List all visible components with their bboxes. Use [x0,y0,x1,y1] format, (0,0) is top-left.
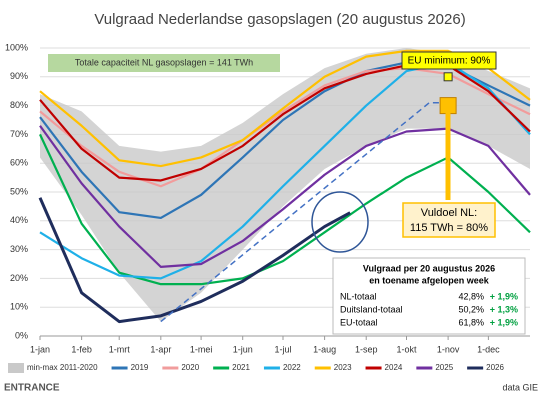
x-tick-label: 1-apr [150,344,171,354]
legend-swatch [365,366,382,370]
y-tick-label: 40% [10,215,28,225]
legend-label: min-max 2011-2020 [27,363,98,372]
y-tick-label: 100% [5,42,28,52]
legend-swatch [8,363,24,373]
y-tick-label: 80% [10,100,28,110]
legend-label: 2020 [181,363,199,372]
x-tick-label: 1-mei [190,344,213,354]
x-tick-label: 1-okt [396,344,417,354]
x-tick-label: 1-sep [355,344,378,354]
legend-label: 2021 [232,363,250,372]
legend-label: 2026 [486,363,504,372]
table-cell: 50,2% [458,304,484,314]
nl-target-label: Vuldoel NL: [421,207,477,219]
brand: ENTRANCE [4,383,60,394]
legend: min-max 2011-2020 2019 2020 2021 2022 2023 202… [8,363,504,373]
table-cell: 42,8% [458,291,484,301]
table-title: Vulgraad per 20 augustus 2026 [363,263,495,273]
series-line [38,197,351,324]
note-box [48,54,280,72]
source: data GIE [502,382,538,392]
y-tick-label: 90% [10,71,28,81]
chart-title: Vulgraad Nederlandse gasopslagen (20 aug… [94,11,465,28]
x-tick-label: 1-jul [274,344,291,354]
table-box [332,257,526,335]
highlight-circle [311,191,369,253]
x-tick-label: 1-dec [477,344,500,354]
x-tick-label: 1-jan [30,344,50,354]
nl-target-label: 115 TWh = 80% [410,222,488,234]
x-tick-label: 1-jun [233,344,253,354]
target-path [160,101,449,323]
y-tick-label: 30% [10,244,28,254]
y-tick-label: 0% [15,330,28,340]
nl-target-marker [439,97,457,115]
capacity-note: Totale capaciteit NL gasopslagen = 141 T… [75,57,253,67]
x-tick-label: 1-aug [313,344,336,354]
table-cell: 61,8% [458,317,484,327]
table-cell: + 1,3% [490,304,518,314]
x-tick-label: 1-nov [437,344,460,354]
summary-table: Vulgraad per 20 augustus 2026 en toename… [332,257,526,335]
legend-swatch [213,366,230,370]
x-tick-label: 1-mrt [109,344,130,354]
legend-swatch [263,366,280,370]
series-line [39,49,531,168]
y-tick-label: 10% [10,302,28,312]
table-cell: Duitsland-totaal [340,304,403,314]
table-cell: NL-totaal [340,291,377,301]
nl-target-box [402,202,496,238]
table-cell: + 1,9% [490,317,518,327]
legend-label: 2023 [334,363,352,372]
legend-label: 2024 [385,363,403,372]
y-tick-label: 70% [10,129,28,139]
table-title: en toename afgelopen week [369,275,490,285]
eu-minimum-marker [443,72,453,82]
table-cell: + 1,9% [490,291,518,301]
legend-swatch [314,366,331,370]
legend-swatch [467,366,484,370]
y-tick-label: 60% [10,158,28,168]
y-tick-label: 50% [10,186,28,196]
table-rows: NL-totaal 42,8% + 1,9% Duitsland-totaal 50,2… [340,291,518,327]
y-tick-label: 20% [10,273,28,283]
legend-swatch [162,366,179,370]
legend-label: 2022 [283,363,301,372]
eu-minimum-label: EU minimum: 90% [408,56,491,67]
legend-label: 2019 [131,363,149,372]
legend-swatch [111,366,128,370]
x-tick-label: 1-feb [71,344,92,354]
plot-area [38,47,531,340]
legend-label: 2025 [435,363,453,372]
eu-minimum-box [401,51,497,70]
legend-swatch [416,366,433,370]
table-cell: EU-totaal [340,317,378,327]
